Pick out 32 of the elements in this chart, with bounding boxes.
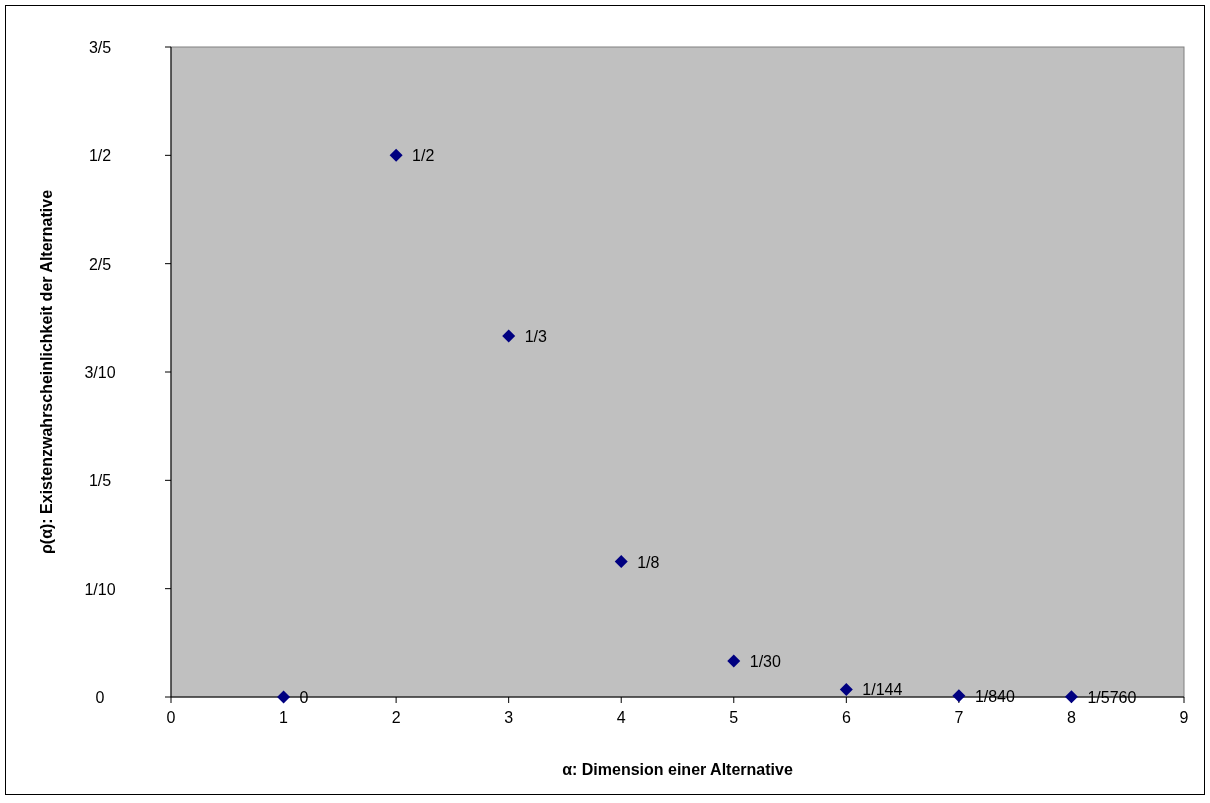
point [952,689,966,703]
point [502,329,516,343]
x-tick-label: 6 [841,709,851,726]
data-label: 1/3 [524,327,548,345]
y-tick-label: 3/5 [88,39,112,56]
x-tick-label: 1 [279,709,289,726]
point [727,654,741,668]
point [277,690,291,704]
point [1064,690,1078,704]
data-label: 1/30 [749,652,782,670]
data-label: 1/144 [862,681,903,699]
x-tick-label: 9 [1179,709,1189,726]
y-tick-label: 1/10 [84,580,116,598]
y-tick-label: 1/5 [88,472,112,490]
y-tick-label: 0 [95,689,105,706]
x-tick-label: 2 [391,709,401,726]
x-axis-title: α: Dimension einer Alternative [562,761,793,778]
x-tick-label: 7 [954,709,964,726]
y-axis-title: ρ(α): Existenzwahrscheinlichkeit der Alternative [38,189,55,555]
y-tick-label: 3/10 [84,364,116,381]
point [839,682,853,696]
y-tick-label: 1/2 [88,147,112,165]
data-label: 1/2 [412,147,435,165]
x-tick-label: 8 [1066,709,1076,726]
point [614,555,628,569]
x-tick-label: 3 [504,709,514,726]
x-tick-label: 0 [166,709,176,726]
x-tick-label: 4 [616,709,626,726]
data-label: 1/8 [637,553,660,571]
point [389,148,403,162]
x-tick-label: 5 [729,709,739,726]
y-tick-label: 2/5 [88,255,112,273]
